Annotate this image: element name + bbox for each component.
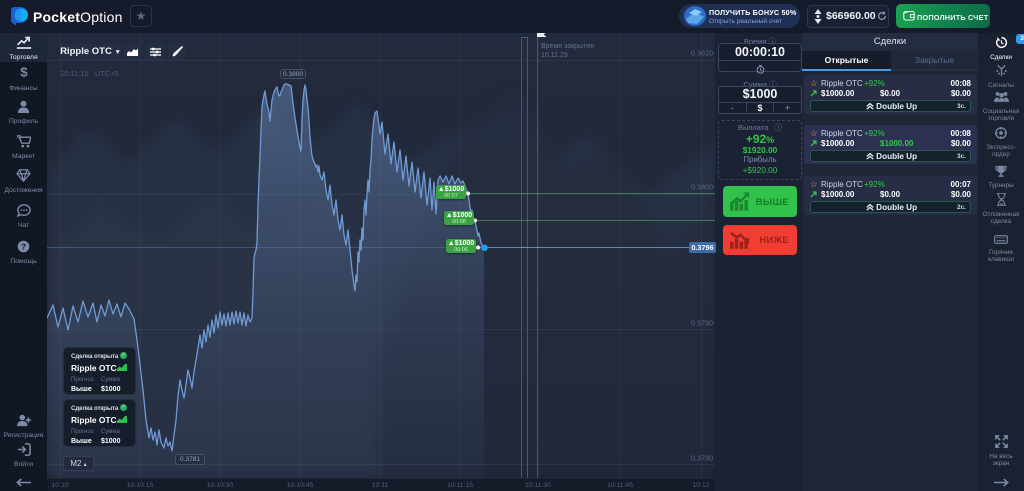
svg-text:$: $	[20, 65, 28, 80]
svg-text:?: ?	[21, 243, 26, 252]
